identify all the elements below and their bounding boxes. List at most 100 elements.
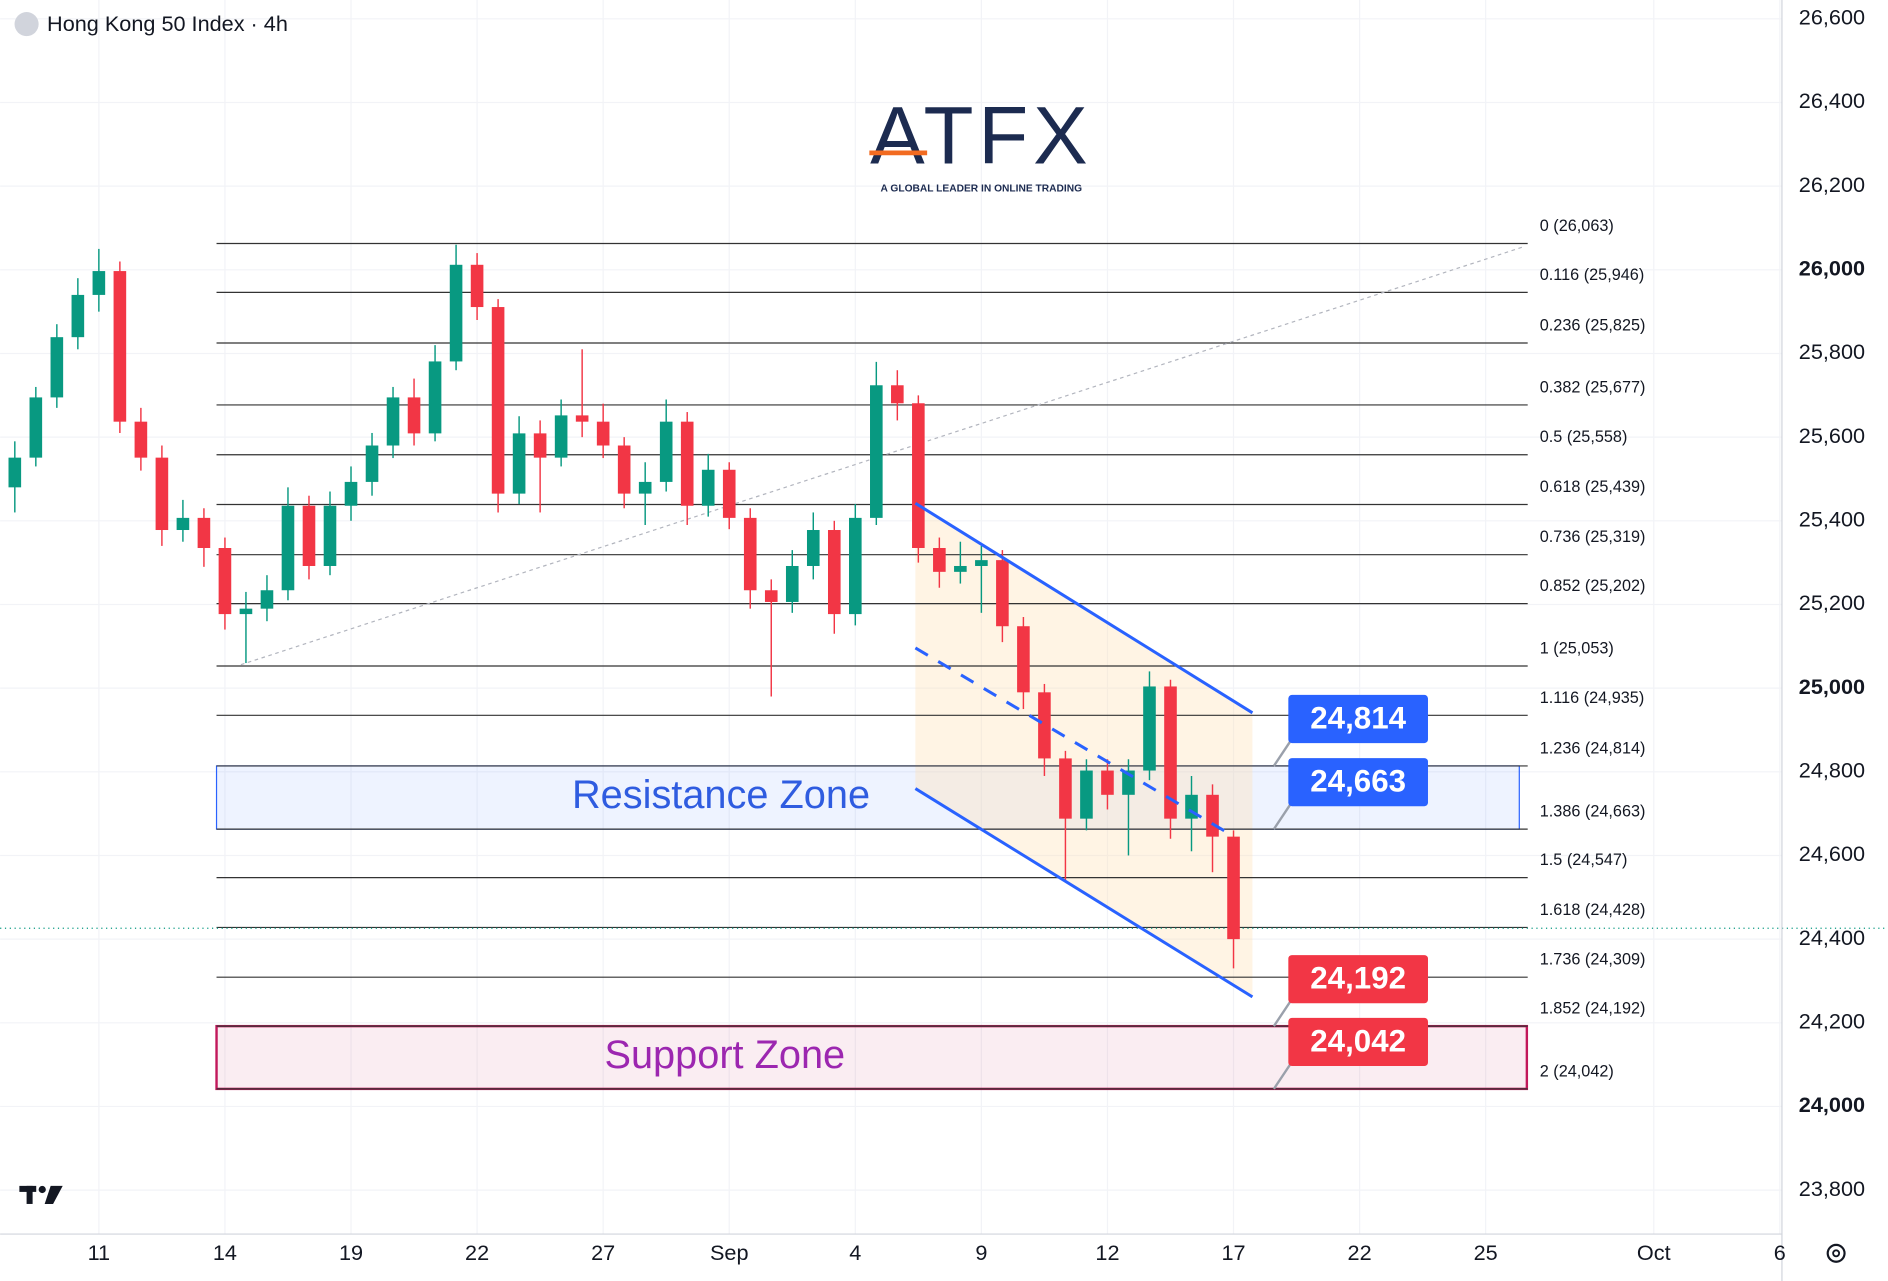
symbol-icon[interactable]	[14, 12, 39, 37]
candle-body	[1059, 758, 1072, 819]
candle-body	[1164, 686, 1177, 819]
y-tick-label: 25,800	[1799, 339, 1865, 364]
fib-label: 0.116 (25,946)	[1540, 266, 1645, 284]
fib-label: 1.736 (24,309)	[1540, 951, 1646, 969]
candle-body	[764, 590, 778, 602]
y-tick-label: 24,600	[1799, 841, 1865, 866]
x-tick-label: 22	[465, 1240, 489, 1265]
candle-body	[29, 397, 43, 458]
candle-body	[680, 421, 694, 506]
candle-body	[8, 457, 22, 488]
price-tag-pointer	[1272, 1062, 1292, 1090]
candle-body	[1038, 692, 1051, 759]
fib-label: 0 (26,063)	[1540, 217, 1614, 235]
fib-label: 1.236 (24,814)	[1540, 739, 1646, 757]
tradingview-logo[interactable]	[19, 1185, 63, 1204]
chart-title[interactable]: Hong Kong 50 Index · 4h	[47, 11, 288, 36]
x-tick-label: 9	[975, 1240, 987, 1265]
x-tick-label: 11	[88, 1240, 110, 1265]
y-tick-label: 24,200	[1799, 1009, 1865, 1034]
logo-tagline: A GLOBAL LEADER IN ONLINE TRADING	[881, 184, 1083, 195]
candle-body	[659, 421, 673, 482]
candle-body	[260, 590, 274, 609]
candle-body	[470, 264, 484, 308]
candle-body	[743, 517, 757, 591]
y-tick-label: 26,200	[1799, 172, 1865, 197]
x-tick-label: Oct	[1637, 1240, 1671, 1265]
x-tick-label: 4	[849, 1240, 861, 1265]
y-tick-label: 25,200	[1799, 590, 1865, 615]
settings-icon[interactable]	[1826, 1243, 1846, 1263]
candle-body	[281, 505, 295, 591]
logo-part	[38, 1185, 46, 1194]
candle-body	[722, 469, 736, 518]
y-tick-label: 24,000	[1799, 1092, 1865, 1117]
y-tick-label: 24,800	[1799, 758, 1865, 783]
candle-body	[1101, 770, 1114, 795]
candle-body	[197, 517, 211, 549]
fib-label: 1.116 (24,935)	[1540, 689, 1645, 707]
candle-body	[638, 481, 652, 494]
fib-label: 0.852 (25,202)	[1540, 577, 1646, 595]
logo-part	[44, 1185, 63, 1204]
fib-label: 1.618 (24,428)	[1540, 901, 1646, 919]
y-tick-label: 26,600	[1799, 5, 1865, 30]
candle-body	[344, 481, 358, 506]
x-tick-label: 12	[1095, 1240, 1119, 1265]
channel-line	[914, 501, 1254, 715]
fib-label: 1.852 (24,192)	[1540, 1000, 1646, 1018]
gear-outer	[1826, 1243, 1846, 1263]
price-tag-label: 24,663	[1310, 764, 1406, 799]
x-tick-label: Sep	[710, 1240, 749, 1265]
x-tick-label: 22	[1348, 1240, 1372, 1265]
candle-body	[996, 560, 1009, 627]
candle-body	[239, 608, 253, 615]
candle-body	[701, 469, 715, 506]
candle-body	[1227, 836, 1240, 940]
price-tag-label: 24,814	[1310, 700, 1406, 735]
price-tag-pointer	[1272, 1000, 1292, 1027]
price-tag-label: 24,192	[1310, 961, 1406, 996]
candle-body	[806, 530, 820, 566]
x-tick-label: 19	[339, 1240, 363, 1265]
fib-label: 0.236 (25,825)	[1540, 316, 1646, 334]
candle-body	[554, 415, 568, 458]
zone-label: Resistance Zone	[572, 773, 870, 817]
candle-body	[218, 548, 232, 615]
x-tick-label: 6	[1774, 1240, 1786, 1265]
candle-body	[1143, 686, 1156, 771]
candle-body	[386, 397, 400, 446]
candle-body	[428, 361, 442, 434]
price-tag-box	[1288, 1017, 1428, 1067]
price-tag-box	[1288, 694, 1428, 744]
candle-body	[1080, 770, 1093, 819]
plot-layer: Resistance Zone Support Zone 0 (26,063) 0.1…	[0, 217, 1888, 1091]
candle-body	[155, 457, 169, 531]
price-tag-box	[1288, 955, 1428, 1004]
price-tag-label: 24,042	[1310, 1023, 1406, 1058]
fib-label: 0.736 (25,319)	[1540, 528, 1646, 546]
candle-body	[533, 433, 547, 458]
y-tick-label: 25,000	[1799, 674, 1865, 699]
fib-label: 2 (24,042)	[1540, 1062, 1614, 1080]
candle-body	[1017, 626, 1030, 693]
candle-body	[975, 560, 988, 566]
candle-body	[113, 271, 127, 422]
y-tick-label: 23,800	[1799, 1176, 1865, 1201]
candle-body	[785, 565, 799, 602]
channel-line	[914, 646, 1230, 835]
candle-body	[323, 505, 337, 566]
candle-body	[71, 294, 85, 338]
fib-label: 1 (25,053)	[1540, 639, 1614, 657]
y-tick-label: 25,400	[1799, 507, 1865, 532]
candle-body	[849, 517, 862, 615]
fib-label: 1.5 (24,547)	[1540, 851, 1628, 869]
candle-body	[617, 445, 631, 494]
x-tick-label: 25	[1474, 1240, 1498, 1265]
x-tick-label: 14	[213, 1240, 237, 1265]
candle-body	[50, 337, 64, 398]
fib-label: 0.382 (25,677)	[1540, 378, 1646, 396]
candle-body	[1206, 794, 1219, 837]
candle-body	[912, 403, 925, 549]
